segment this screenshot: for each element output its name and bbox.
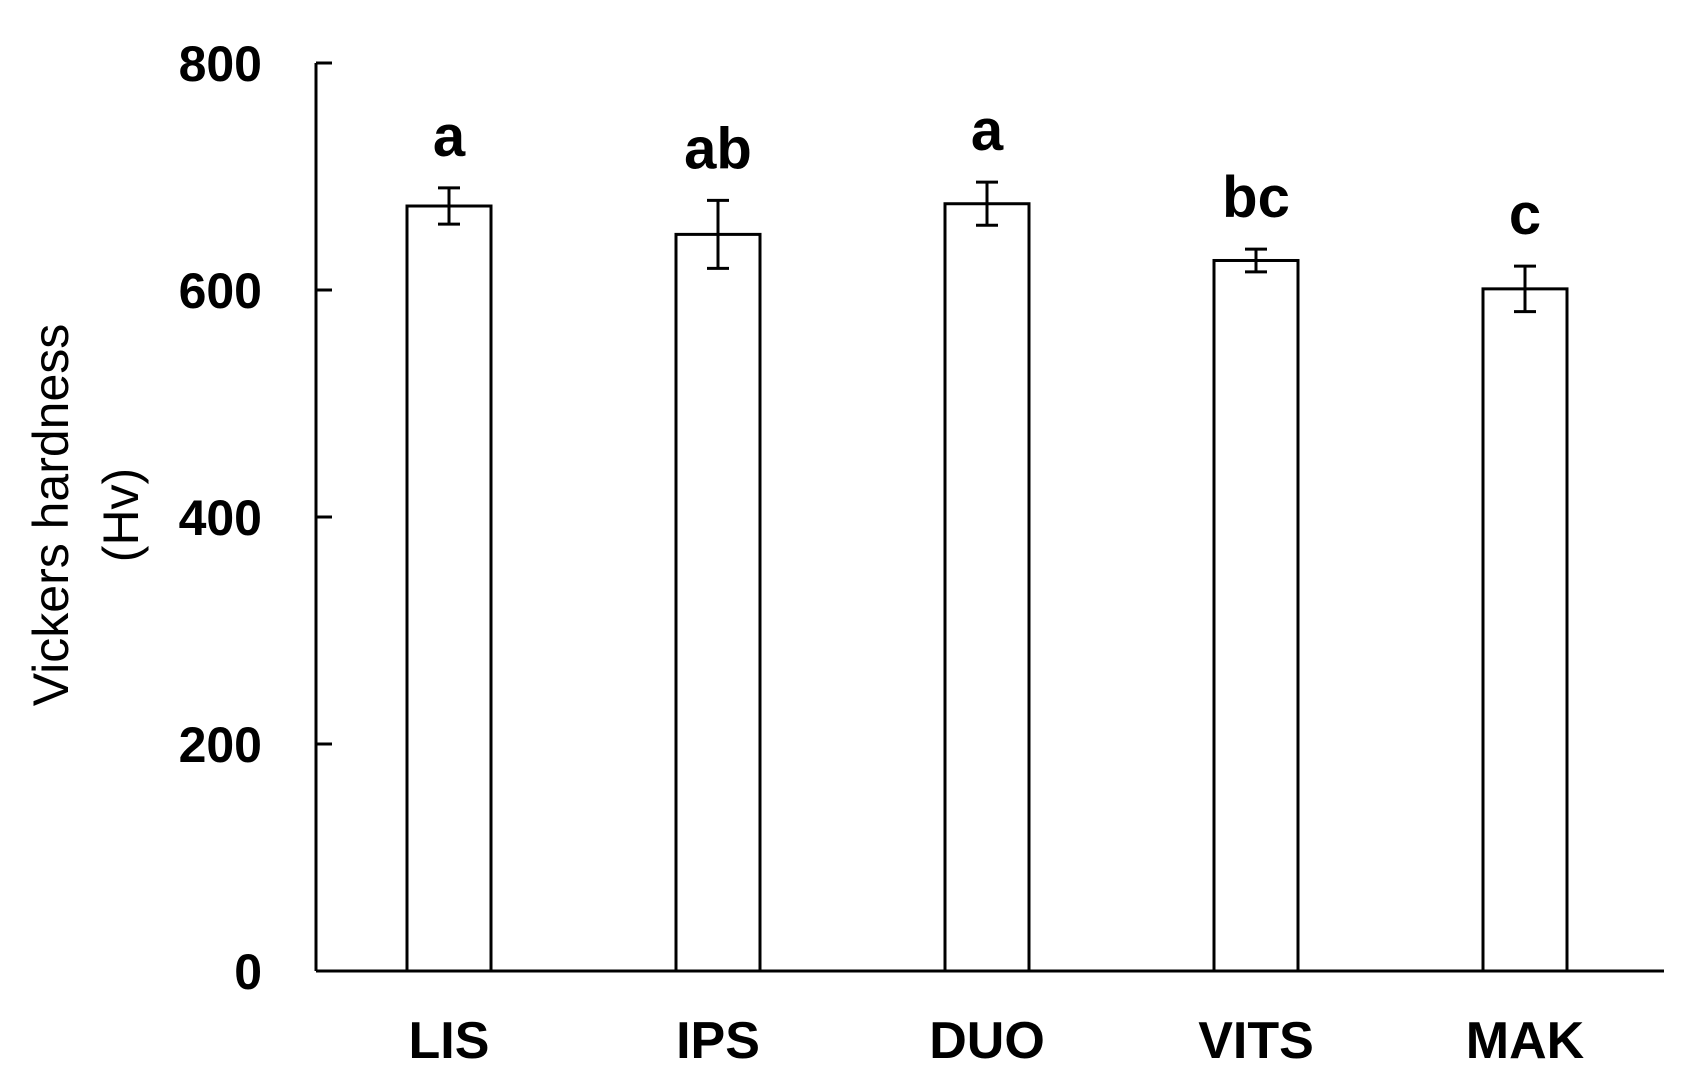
y-tick-label: 0 xyxy=(234,944,262,1000)
y-tick-label: 600 xyxy=(179,263,262,319)
bar xyxy=(405,204,493,973)
x-tick-label: LIS xyxy=(409,1012,490,1070)
x-tick-label: MAK xyxy=(1466,1012,1585,1070)
significance-label: c xyxy=(1509,182,1541,247)
plot-area: 0 200 400 600 800 a LIS ab IPS a DUO bc VITS c MAK xyxy=(179,36,1664,1070)
bar xyxy=(1481,287,1569,973)
y-tick-label: 200 xyxy=(179,717,262,773)
x-tick-label: VITS xyxy=(1198,1012,1314,1070)
y-axis-title-line2: (Hv) xyxy=(93,468,149,562)
x-tick-label: DUO xyxy=(929,1012,1045,1070)
x-tick-label: IPS xyxy=(676,1012,760,1070)
bar xyxy=(674,232,762,973)
significance-label: ab xyxy=(684,116,752,181)
y-axis-title-line1: Vickers hardness xyxy=(23,324,79,707)
y-tick-label: 400 xyxy=(179,490,262,546)
significance-label: a xyxy=(971,98,1004,163)
significance-label: bc xyxy=(1222,165,1290,230)
y-axis-title: Vickers hardness (Hv) xyxy=(23,324,149,707)
y-tick-label: 800 xyxy=(179,36,262,92)
bar xyxy=(943,202,1031,973)
bar xyxy=(1212,258,1300,973)
significance-label: a xyxy=(433,104,466,169)
